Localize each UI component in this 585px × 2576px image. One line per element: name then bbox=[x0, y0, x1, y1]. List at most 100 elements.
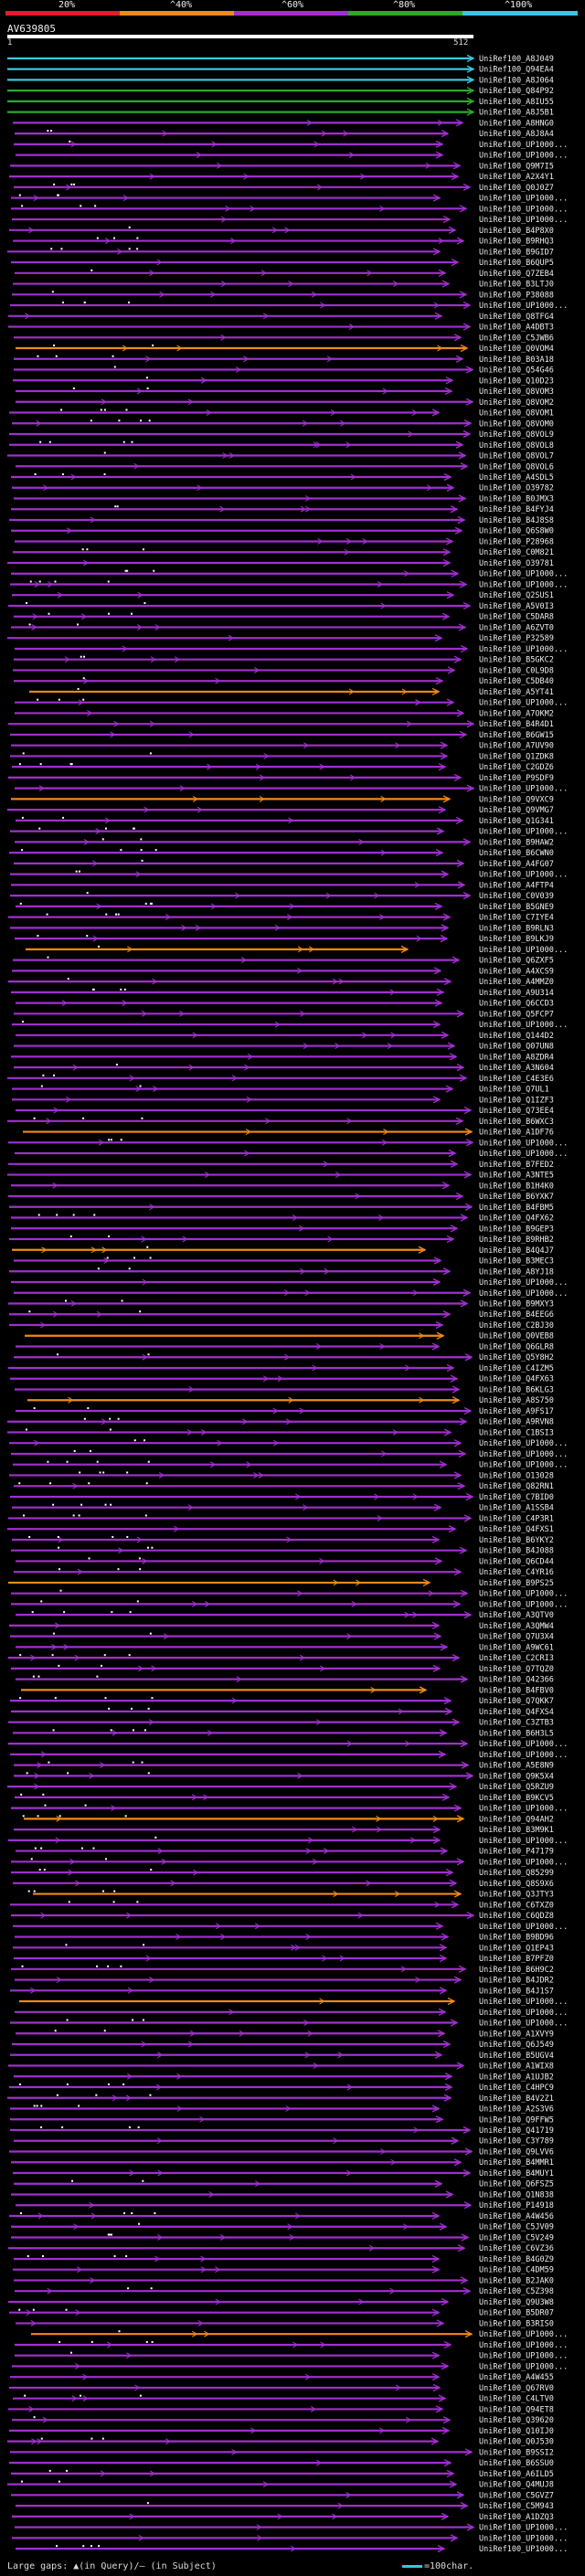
hit-id-link[interactable]: UniRef100_B7PFZ0 bbox=[479, 1955, 554, 1964]
hit-row[interactable]: UniRef100_Q8VOM2 bbox=[16, 398, 554, 408]
hit-id-link[interactable]: UniRef100_B4G0Z9 bbox=[479, 2255, 554, 2264]
hit-row[interactable]: UniRef100_Q5Y8H2 bbox=[14, 1353, 554, 1362]
hit-row[interactable]: UniRef100_UP1000... bbox=[15, 644, 568, 654]
hit-row[interactable]: UniRef100_Q9VMG7 bbox=[7, 806, 554, 815]
hit-row[interactable]: UniRef100_A1SSB4 bbox=[12, 1503, 554, 1513]
hit-id-link[interactable]: UniRef100_B3MEC3 bbox=[479, 1257, 554, 1267]
hit-row[interactable]: UniRef100_Q6S8W0 bbox=[11, 526, 554, 536]
hit-id-link[interactable]: UniRef100_C5JWB6 bbox=[479, 334, 554, 343]
hit-row[interactable]: UniRef100_A6ZVT0 bbox=[11, 623, 554, 632]
hit-id-link[interactable]: UniRef100_A8IU55 bbox=[479, 98, 554, 107]
hit-id-link[interactable]: UniRef100_Q9VMG7 bbox=[479, 806, 554, 815]
hit-row[interactable]: UniRef100_A8ZDR4 bbox=[11, 1053, 554, 1062]
hit-row[interactable]: UniRef100_Q54G46 bbox=[14, 366, 554, 376]
hit-row[interactable]: UniRef100_Q84P92 bbox=[7, 87, 554, 96]
hit-id-link[interactable]: UniRef100_B6SSU0 bbox=[479, 2459, 554, 2468]
hit-row[interactable]: UniRef100_B0JMX3 bbox=[14, 494, 554, 504]
hit-row[interactable]: UniRef100_A8HNG0 bbox=[13, 119, 554, 128]
hit-row[interactable]: UniRef100_Q8VOM1 bbox=[9, 408, 554, 419]
hit-id-link[interactable]: UniRef100_Q8S9X6 bbox=[479, 1880, 554, 1889]
hit-row[interactable]: UniRef100_Q7ZEB4 bbox=[15, 269, 554, 279]
hit-id-link[interactable]: UniRef100_Q39620 bbox=[479, 2416, 554, 2425]
hit-row[interactable]: UniRef100_C2GDZ6 bbox=[12, 763, 554, 772]
hit-id-link[interactable]: UniRef100_A8J8A4 bbox=[479, 130, 554, 139]
hit-row[interactable]: UniRef100_A1XVY9 bbox=[16, 2030, 554, 2039]
hit-id-link[interactable]: UniRef100_Q8VOM2 bbox=[479, 398, 554, 408]
hit-row[interactable]: UniRef100_Q4FX62 bbox=[11, 1214, 554, 1224]
hit-id-link[interactable]: UniRef100_B7FED2 bbox=[479, 1161, 554, 1170]
hit-id-link[interactable]: UniRef100_C2GDZ6 bbox=[479, 763, 554, 772]
hit-row[interactable]: UniRef100_UP1000... bbox=[15, 2008, 568, 2018]
hit-id-link[interactable]: UniRef100_C6QDZ8 bbox=[479, 1912, 554, 1921]
hit-row[interactable]: UniRef100_UP1000... bbox=[10, 580, 568, 589]
hit-id-link[interactable]: UniRef100_A7OKM2 bbox=[479, 709, 554, 718]
hit-row[interactable]: UniRef100_UP1000... bbox=[19, 1997, 568, 2007]
hit-id-link[interactable]: UniRef100_B4V2Z1 bbox=[479, 2094, 554, 2104]
hit-id-link[interactable]: UniRef100_A1SSB4 bbox=[479, 1504, 554, 1513]
hit-row[interactable]: UniRef100_Q0VOM4 bbox=[16, 344, 554, 354]
hit-id-link[interactable]: UniRef100_A4XCS9 bbox=[479, 967, 554, 976]
hit-row[interactable]: UniRef100_UP1000... bbox=[11, 1804, 568, 1814]
hit-row[interactable]: UniRef100_Q94EA4 bbox=[7, 65, 554, 75]
hit-row[interactable]: UniRef100_C2CRI3 bbox=[8, 1654, 554, 1663]
hit-id-link[interactable]: UniRef100_UP1000... bbox=[479, 785, 568, 794]
hit-id-link[interactable]: UniRef100_UP1000... bbox=[479, 1439, 568, 1448]
hit-row[interactable]: UniRef100_B3LTJ0 bbox=[13, 280, 554, 290]
hit-row[interactable]: UniRef100_UP1000... bbox=[8, 1836, 568, 1846]
hit-row[interactable]: UniRef100_A8J5B1 bbox=[7, 108, 554, 118]
hit-id-link[interactable]: UniRef100_Q1EP43 bbox=[479, 1944, 554, 1953]
hit-id-link[interactable]: UniRef100_B6WXC3 bbox=[479, 1118, 554, 1127]
hit-id-link[interactable]: UniRef100_A8S750 bbox=[479, 1396, 554, 1405]
hit-row[interactable]: UniRef100_A8J064 bbox=[7, 76, 554, 85]
hit-row[interactable]: UniRef100_A2X4Y1 bbox=[9, 173, 554, 182]
hit-id-link[interactable]: UniRef100_Q10IJ0 bbox=[479, 2427, 554, 2436]
hit-id-link[interactable]: UniRef100_B6H3L5 bbox=[479, 1729, 554, 1738]
hit-row[interactable]: UniRef100_B5DR07 bbox=[9, 2308, 554, 2318]
hit-row[interactable]: UniRef100_P47179 bbox=[16, 1847, 554, 1857]
hit-id-link[interactable]: UniRef100_A8J5B1 bbox=[479, 109, 554, 118]
hit-row[interactable]: UniRef100_Q1G341 bbox=[16, 816, 554, 826]
hit-row[interactable]: UniRef100_Q07UN8 bbox=[14, 1042, 554, 1052]
hit-id-link[interactable]: UniRef100_Q84P92 bbox=[479, 87, 554, 96]
hit-id-link[interactable]: UniRef100_Q6CD44 bbox=[479, 1557, 554, 1566]
hit-id-link[interactable]: UniRef100_C2BJ30 bbox=[479, 1321, 554, 1330]
hit-row[interactable]: UniRef100_B4JDR2 bbox=[15, 1976, 554, 1986]
hit-id-link[interactable]: UniRef100_B4J8S8 bbox=[479, 516, 554, 525]
hit-row[interactable]: UniRef100_Q8TFG4 bbox=[8, 312, 554, 322]
hit-row[interactable]: UniRef100_A3QTV0 bbox=[16, 1611, 554, 1620]
hit-id-link[interactable]: UniRef100_Q6CCD3 bbox=[479, 1000, 554, 1009]
hit-row[interactable]: UniRef100_B6SSU0 bbox=[9, 2459, 554, 2468]
hit-id-link[interactable]: UniRef100_A2S3V6 bbox=[479, 2105, 554, 2115]
hit-id-link[interactable]: UniRef100_A3QTV0 bbox=[479, 1611, 554, 1620]
hit-row[interactable]: UniRef100_B3RIS0 bbox=[16, 2319, 554, 2328]
hit-id-link[interactable]: UniRef100_Q9VXC9 bbox=[479, 795, 554, 804]
hit-row[interactable]: UniRef100_A7OKM2 bbox=[15, 709, 554, 718]
hit-row[interactable]: UniRef100_Q8VOM0 bbox=[12, 419, 554, 429]
hit-row[interactable]: UniRef100_UP1000... bbox=[10, 827, 568, 837]
hit-row[interactable]: UniRef100_B4P8X0 bbox=[9, 226, 554, 236]
hit-row[interactable]: UniRef100_A6ILD5 bbox=[11, 2469, 554, 2479]
hit-id-link[interactable]: UniRef100_O39782 bbox=[479, 484, 554, 493]
hit-row[interactable]: UniRef100_UP1000... bbox=[10, 301, 568, 311]
hit-row[interactable]: UniRef100_UP1000... bbox=[12, 215, 568, 225]
hit-id-link[interactable]: UniRef100_C4E3E6 bbox=[479, 1075, 554, 1084]
hit-id-link[interactable]: UniRef100_B5GKC2 bbox=[479, 656, 554, 665]
hit-id-link[interactable]: UniRef100_B0JMX3 bbox=[479, 494, 554, 504]
hit-id-link[interactable]: UniRef100_UP1000... bbox=[479, 1021, 568, 1030]
hit-row[interactable]: UniRef100_UP1000... bbox=[12, 1020, 568, 1030]
hit-id-link[interactable]: UniRef100_UP1000... bbox=[479, 1450, 568, 1459]
hit-id-link[interactable]: UniRef100_P47179 bbox=[479, 1848, 554, 1857]
hit-row[interactable]: UniRef100_Q0J530 bbox=[7, 2437, 554, 2447]
hit-id-link[interactable]: UniRef100_A1DZQ3 bbox=[479, 2513, 554, 2522]
hit-id-link[interactable]: UniRef100_UP1000... bbox=[479, 205, 568, 214]
hit-row[interactable]: UniRef100_A4DBT3 bbox=[8, 323, 554, 333]
hit-id-link[interactable]: UniRef100_B6KLG3 bbox=[479, 1385, 554, 1394]
hit-row[interactable]: UniRef100_B6KLG3 bbox=[15, 1385, 554, 1394]
hit-row[interactable]: UniRef100_Q42366 bbox=[16, 1675, 554, 1685]
hit-row[interactable]: UniRef100_C7IYE4 bbox=[8, 913, 554, 923]
hit-id-link[interactable]: UniRef100_A4FG07 bbox=[479, 860, 554, 869]
hit-id-link[interactable]: UniRef100_Q5FCP7 bbox=[479, 1010, 554, 1019]
hit-row[interactable]: UniRef100_Q9FFW5 bbox=[10, 2115, 554, 2125]
hit-row[interactable]: UniRef100_A4FTP4 bbox=[11, 881, 554, 890]
hit-row[interactable]: UniRef100_B4J1S7 bbox=[10, 1987, 554, 1996]
